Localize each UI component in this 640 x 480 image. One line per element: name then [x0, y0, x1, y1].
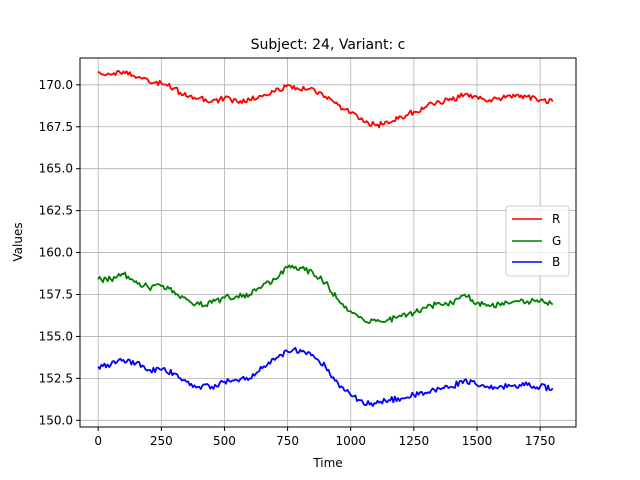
x-axis-label: Time	[312, 456, 342, 470]
y-axis-label: Values	[11, 222, 25, 261]
x-tick-label: 250	[150, 434, 173, 448]
legend-label-g: G	[552, 234, 561, 248]
y-tick-label: 167.5	[39, 120, 73, 134]
x-tick-label: 1000	[335, 434, 366, 448]
y-tick-label: 160.0	[39, 246, 73, 260]
y-tick-label: 150.0	[39, 413, 73, 427]
x-tick-label: 1250	[399, 434, 430, 448]
x-tick-label: 750	[276, 434, 299, 448]
plot-area-frame	[79, 57, 577, 428]
y-tick-label: 157.5	[39, 287, 73, 301]
series-line-b	[97, 347, 554, 408]
legend: R G B	[505, 205, 570, 277]
x-tick-label: 1750	[525, 434, 556, 448]
grid	[80, 58, 576, 427]
y-tick-label: 155.0	[39, 329, 73, 343]
y-tick-label: 152.5	[39, 371, 73, 385]
series-line-r	[97, 69, 554, 129]
x-tick-label: 500	[213, 434, 236, 448]
y-tick-label: 165.0	[39, 162, 73, 176]
y-tick-label: 162.5	[39, 204, 73, 218]
series-line-g	[97, 264, 554, 324]
chart-title: Subject: 24, Variant: c	[251, 37, 406, 53]
legend-label-r: R	[552, 212, 560, 226]
x-tick-label: 0	[94, 434, 102, 448]
y-axis-ticks: 150.0 152.5 155.0 157.5 160.0 162.5 165.0 167.5…	[39, 78, 80, 427]
y-tick-label: 170.0	[39, 78, 73, 92]
legend-label-b: B	[552, 255, 560, 269]
x-axis-ticks: 0 250 500 750 1000 1250 1500 1750	[94, 427, 555, 448]
series-lines	[97, 69, 554, 408]
x-tick-label: 1500	[462, 434, 493, 448]
